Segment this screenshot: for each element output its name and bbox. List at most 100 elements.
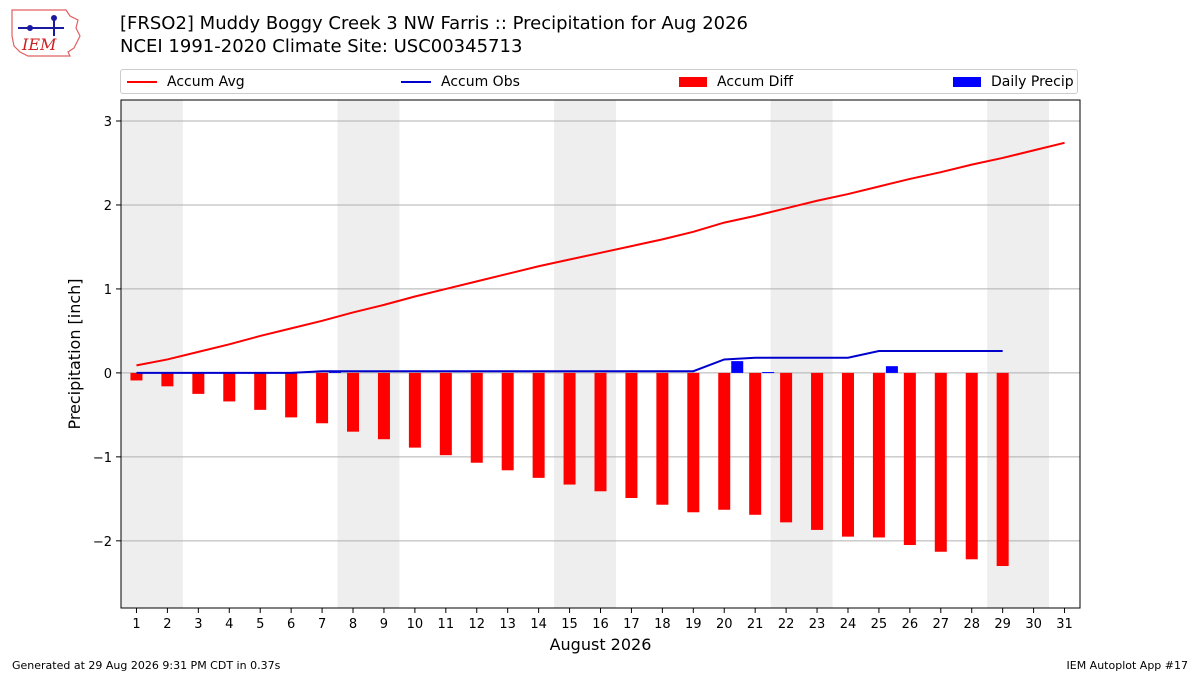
x-tick-label: 4	[225, 617, 233, 632]
legend-swatch-daily-precip	[953, 76, 981, 87]
x-tick-label: 31	[1056, 617, 1073, 632]
accum-avg-line	[136, 141, 1065, 367]
accum-diff-bar	[223, 372, 236, 402]
x-tick-label: 15	[561, 617, 578, 632]
accum-diff-bar	[285, 372, 298, 418]
accum-diff-bar	[934, 372, 947, 552]
x-tick-label: 5	[256, 617, 264, 632]
logo-text: IEM	[21, 35, 57, 54]
x-tick-label: 9	[380, 617, 388, 632]
x-tick-label: 30	[1025, 617, 1042, 632]
x-tick-label: 17	[623, 617, 640, 632]
x-tick-label: 12	[468, 617, 485, 632]
accum-diff-bar	[501, 372, 514, 471]
x-tick-label: 26	[902, 617, 919, 632]
accum-diff-bar	[377, 372, 390, 440]
legend-item-daily-precip: Daily Precip	[953, 70, 1074, 93]
x-tick-label: 24	[840, 617, 857, 632]
title-line-1: [FRSO2] Muddy Boggy Creek 3 NW Farris ::…	[120, 13, 748, 34]
title-line-2: NCEI 1991-2020 Climate Site: USC00345713	[120, 36, 523, 57]
legend-item-accum-diff: Accum Diff	[679, 70, 793, 93]
weekend-shade-0	[121, 100, 183, 608]
accum-diff-bar	[687, 372, 700, 513]
legend-label-accum-diff: Accum Diff	[717, 73, 794, 90]
legend-swatch-accum-obs	[401, 80, 431, 83]
accum-diff-bar	[996, 372, 1009, 567]
state-outline	[11, 9, 81, 57]
x-tick-label: 23	[809, 617, 826, 632]
footer-generated: Generated at 29 Aug 2026 9:31 PM CDT in …	[12, 659, 281, 672]
accum-diff-bar	[470, 372, 483, 463]
x-tick-label: 29	[994, 617, 1011, 632]
legend-label-daily-precip: Daily Precip	[991, 73, 1074, 90]
accum-diff-bar	[965, 372, 978, 560]
y-tick-label: 0	[104, 367, 112, 382]
legend-item-accum-avg: Accum Avg	[127, 70, 245, 93]
x-axis-label: August 2026	[550, 635, 652, 654]
accum-diff-bar	[130, 372, 143, 381]
x-tick-label: 6	[287, 617, 295, 632]
y-tick-label: 2	[104, 199, 112, 214]
accum-diff-bar	[532, 372, 545, 478]
legend-swatch-accum-diff	[679, 76, 707, 87]
accum-diff-bar	[749, 372, 762, 515]
x-tick-label: 11	[438, 617, 455, 632]
x-tick-label: 27	[933, 617, 950, 632]
x-tick-label: 14	[530, 617, 547, 632]
accum-diff-bar	[161, 372, 174, 387]
plot-frame	[120, 99, 1081, 609]
legend: Accum Avg Accum Obs Accum Diff Daily Pre…	[120, 69, 1078, 94]
x-tick-label: 10	[407, 617, 424, 632]
x-tick-label: 25	[871, 617, 888, 632]
x-tick-label: 8	[349, 617, 357, 632]
accum-diff-bar	[872, 372, 885, 538]
footer-app: IEM Autoplot App #17	[1066, 659, 1189, 672]
x-tick-label: 21	[747, 617, 764, 632]
x-tick-label: 3	[194, 617, 202, 632]
accum-diff-bar	[254, 372, 267, 410]
x-tick-label: 22	[778, 617, 795, 632]
accum-diff-bar	[656, 372, 669, 505]
accum-diff-bar	[903, 372, 916, 546]
x-tick-label: 7	[318, 617, 326, 632]
accum-diff-bar	[718, 372, 731, 510]
accum-diff-bar	[594, 372, 607, 492]
y-tick-label: −2	[93, 535, 112, 550]
weekend-shade-4	[987, 100, 1050, 608]
y-tick-label: 3	[104, 115, 112, 130]
accum-diff-bar	[347, 372, 360, 432]
x-tick-label: 18	[654, 617, 671, 632]
y-axis-label: Precipitation [inch]	[65, 278, 84, 429]
accum-diff-bar	[316, 372, 329, 424]
x-tick-label: 2	[163, 617, 171, 632]
accum-diff-bar	[625, 372, 638, 499]
x-tick-label: 13	[499, 617, 516, 632]
accum-diff-bar	[841, 372, 854, 537]
y-tick-label: 1	[104, 283, 112, 298]
accum-diff-bar	[811, 372, 824, 530]
accum-diff-bar	[780, 372, 793, 523]
weekend-shade-1	[337, 100, 400, 608]
weekend-shade-3	[770, 100, 833, 608]
daily-precip-bar	[762, 372, 775, 374]
x-tick-label: 16	[592, 617, 609, 632]
y-tick-label: −1	[93, 451, 112, 466]
accum-obs-line	[136, 350, 1003, 374]
chart-title: [FRSO2] Muddy Boggy Creek 3 NW Farris ::…	[120, 12, 748, 58]
weekend-shade-2	[554, 100, 616, 608]
legend-item-accum-obs: Accum Obs	[401, 70, 520, 93]
accum-diff-bar	[408, 372, 421, 448]
accum-diff-bar	[563, 372, 576, 485]
daily-precip-bar	[731, 361, 744, 373]
x-tick-label: 19	[685, 617, 702, 632]
daily-precip-bar	[885, 366, 898, 373]
legend-label-accum-avg: Accum Avg	[167, 73, 245, 90]
x-tick-label: 1	[132, 617, 140, 632]
legend-label-accum-obs: Accum Obs	[441, 73, 520, 90]
accum-diff-bar	[192, 372, 205, 394]
legend-swatch-accum-avg	[127, 80, 157, 83]
accum-diff-bar	[439, 372, 452, 456]
iem-logo: IEM	[11, 9, 81, 57]
x-tick-label: 28	[963, 617, 980, 632]
